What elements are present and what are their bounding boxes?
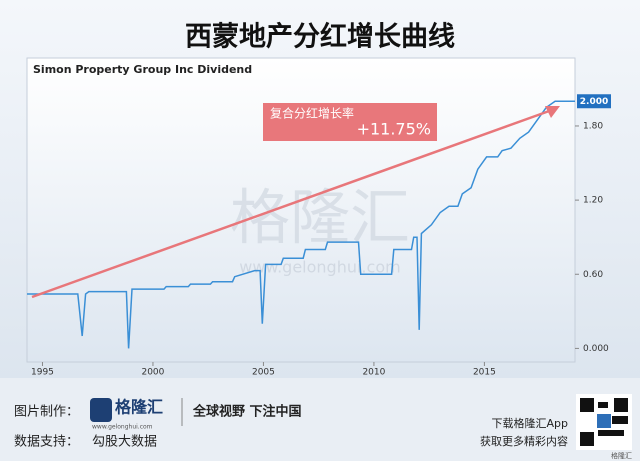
logo: 格隆汇 [115,398,163,417]
more: 获取更多精彩内容 [480,434,568,448]
trend-arrow [31,108,553,299]
end-label-box [577,94,611,109]
slogan: 全球视野 下注中国 [192,404,302,420]
x-tick-label: 2015 [473,368,496,378]
data-source: 勾股大数据 [92,435,157,450]
x-tick-label: 1995 [31,368,54,378]
y-tick-label: 0.60 [583,270,603,280]
annotation-label: 复合分红增长率 [270,106,354,121]
y-tick-label: 1.20 [583,196,603,206]
footer-label: 数据支持： [14,435,79,450]
end-label: 2.000 [580,97,608,107]
y-tick-label: 0.000 [583,344,609,354]
annotation-value: +11.75% [357,120,431,139]
logo-url: www.gelonghui.com [92,424,153,431]
footer-label: 图片制作： [14,405,79,420]
page-title: 西蒙地产分红增长曲线 [185,21,455,53]
annotation-box [263,103,437,141]
chart-title: Simon Property Group Inc Dividend [33,63,252,76]
logo-icon [90,398,112,422]
qr-code [576,394,632,450]
download: 下载格隆汇App [492,416,569,430]
arrow-head [545,106,560,118]
watermark: 格隆汇 [230,184,410,254]
data-line [27,100,575,349]
x-tick-label: 2010 [362,368,385,378]
x-tick-label: 2005 [252,368,275,378]
corner-mark: 格隆汇 [611,451,632,460]
y-tick-label: 1.80 [583,121,603,131]
x-tick-label: 2000 [141,368,164,378]
